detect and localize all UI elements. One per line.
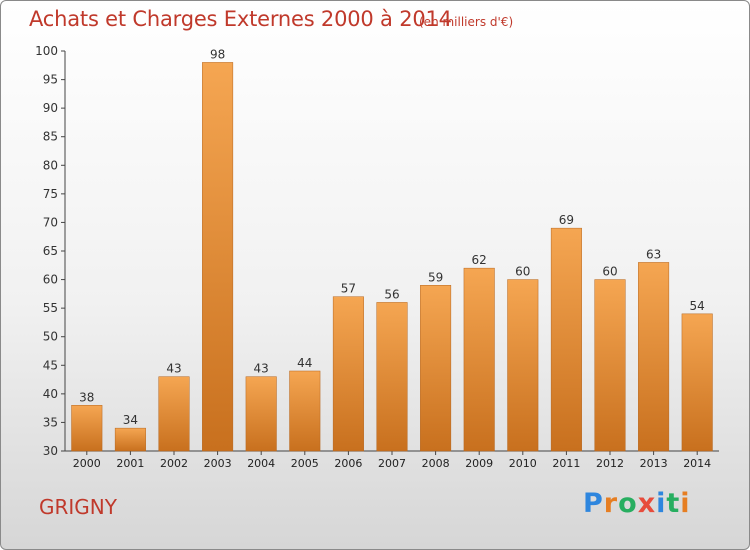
bar-2014: [681, 313, 713, 452]
value-label: 54: [690, 299, 705, 313]
value-label: 62: [472, 253, 487, 267]
chart-title: Achats et Charges Externes 2000 à 2014: [29, 7, 452, 31]
value-label: 98: [210, 47, 225, 61]
y-axis: 30 35 40 45 50 55 60 65 70 75 80 85 90 95 100: [35, 44, 66, 458]
y-tick-label: 30: [43, 444, 58, 458]
y-tick-label: 85: [43, 130, 58, 144]
y-tick-label: 60: [43, 273, 58, 287]
x-tick-label: 2001: [116, 457, 144, 470]
x-tick-label: 2013: [640, 457, 668, 470]
value-label: 34: [123, 413, 138, 427]
brand-letter: r: [603, 488, 619, 519]
brand-letter: x: [637, 488, 657, 519]
bar-2002: [158, 376, 190, 452]
bar-2005: [289, 370, 321, 452]
x-tick-label: 2012: [596, 457, 624, 470]
bar-2006: [332, 296, 364, 452]
value-label: 38: [79, 390, 94, 404]
bar-2012: [594, 279, 626, 452]
value-label: 44: [297, 356, 312, 370]
bar-2000: [71, 405, 103, 452]
bar-2011: [550, 227, 582, 452]
value-label: 43: [254, 362, 269, 376]
bar-2010: [507, 279, 539, 452]
x-tick-label: 2008: [422, 457, 450, 470]
bar-2008: [420, 285, 452, 452]
y-tick-label: 95: [43, 73, 58, 87]
x-tick-label: 2014: [683, 457, 711, 470]
y-tick-label: 90: [43, 101, 58, 115]
value-label: 43: [166, 362, 181, 376]
y-tick-label: 40: [43, 387, 58, 401]
bar-2001: [114, 427, 146, 452]
x-tick-label: 2003: [204, 457, 232, 470]
x-tick-label: 2011: [552, 457, 580, 470]
brand-letter: i: [656, 488, 667, 519]
brand-letter: i: [680, 488, 691, 519]
x-tick-label: 2007: [378, 457, 406, 470]
bar-2013: [638, 262, 670, 452]
bar-2009: [463, 267, 495, 452]
bar-2004: [245, 376, 277, 452]
value-label: 63: [646, 247, 661, 261]
x-axis: 2000 2001 2002 2003 2004 2005 2006 2007 2008 2009…: [65, 450, 719, 470]
chart-subtitle: (en milliers d'€): [419, 15, 514, 29]
value-label: 56: [384, 287, 399, 301]
x-tick-label: 2006: [334, 457, 362, 470]
city-name: GRIGNY: [39, 495, 117, 519]
y-tick-label: 65: [43, 244, 58, 258]
x-tick-label: 2005: [291, 457, 319, 470]
brand-letter: o: [618, 488, 638, 519]
value-label: 60: [515, 265, 530, 279]
value-labels: 38 34 43 98 43 44 57 56 59 62 60 69 60 63 54: [79, 47, 705, 427]
value-label: 69: [559, 213, 574, 227]
value-label: 59: [428, 270, 443, 284]
x-tick-label: 2000: [73, 457, 101, 470]
x-tick-label: 2002: [160, 457, 188, 470]
y-tick-label: 100: [35, 44, 58, 58]
value-label: 57: [341, 282, 356, 296]
y-tick-label: 50: [43, 330, 58, 344]
proxiti-logo: Proxiti: [583, 488, 691, 519]
y-tick-label: 35: [43, 415, 58, 429]
y-tick-label: 75: [43, 187, 58, 201]
brand-letter: P: [583, 488, 604, 519]
brand-letter: t: [666, 488, 681, 519]
bar-2007: [376, 302, 408, 452]
y-tick-label: 55: [43, 301, 58, 315]
bar-2003: [202, 62, 234, 452]
x-tick-label: 2010: [509, 457, 537, 470]
value-label: 60: [602, 265, 617, 279]
x-tick-label: 2004: [247, 457, 275, 470]
x-tick-label: 2009: [465, 457, 493, 470]
y-tick-label: 70: [43, 215, 58, 229]
y-tick-label: 80: [43, 158, 58, 172]
bars: [71, 62, 713, 452]
y-tick-label: 45: [43, 358, 58, 372]
